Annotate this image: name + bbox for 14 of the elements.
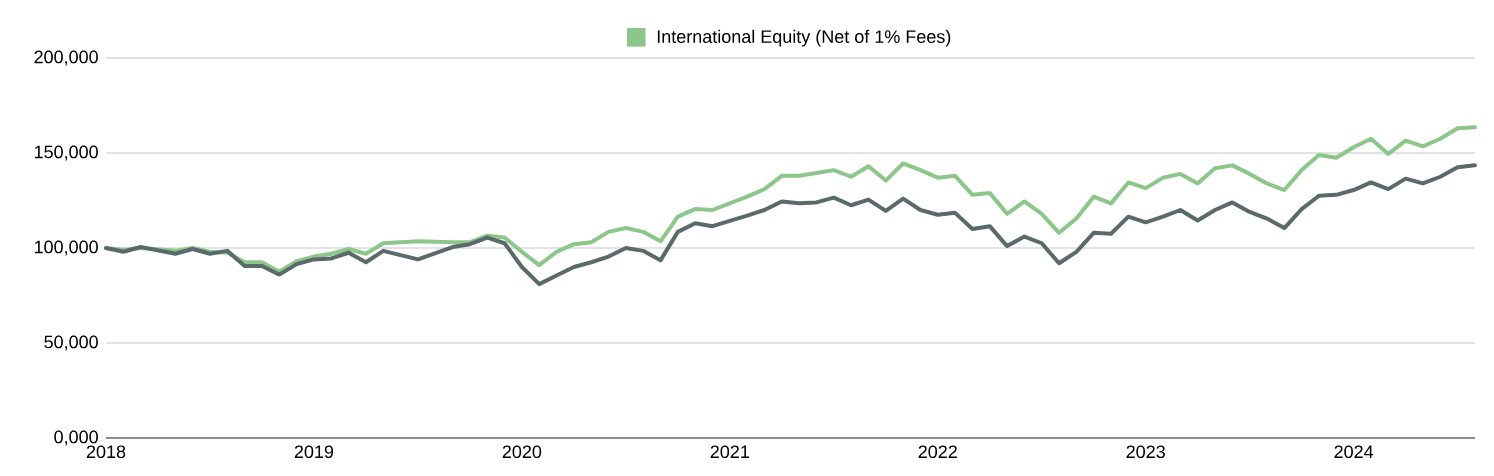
x-tick-label: 2022 — [918, 445, 957, 459]
x-tick-label: 2023 — [1126, 445, 1165, 459]
y-tick-label: 0,000 — [54, 430, 98, 446]
x-tick-label: 2024 — [1334, 445, 1374, 459]
x-tick-label: 2021 — [710, 445, 749, 459]
line-series — [104, 163, 1477, 287]
x-tick-label: 2018 — [86, 445, 126, 459]
legend-label: International Equity (Net of 1% Fees) — [657, 29, 951, 47]
y-tick-label: 200,000 — [34, 50, 98, 66]
x-tick-label: 2019 — [294, 445, 334, 459]
y-tick-label: 50,000 — [44, 335, 98, 351]
y-tick-label: 100,000 — [34, 240, 98, 256]
x-tick-label: 2020 — [502, 445, 542, 459]
y-tick-label: 150,000 — [34, 145, 98, 161]
